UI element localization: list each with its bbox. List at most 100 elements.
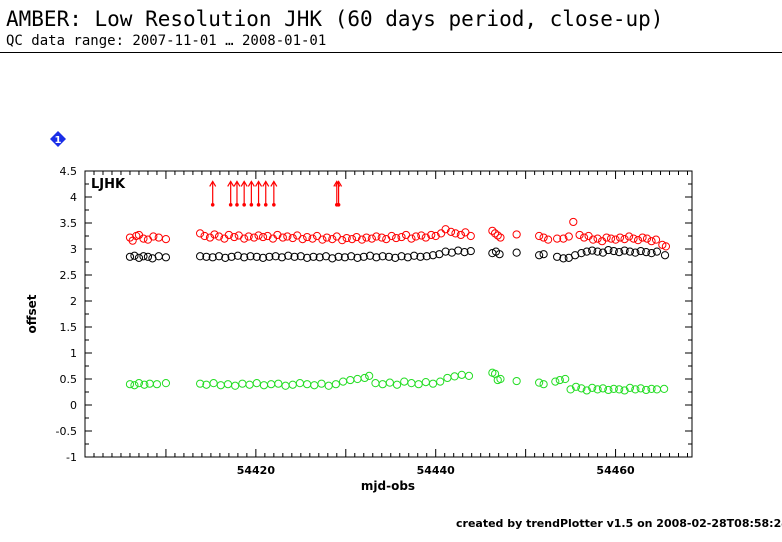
page-title: AMBER: Low Resolution JHK (60 days perio… bbox=[6, 7, 664, 31]
data-point bbox=[310, 381, 319, 390]
data-point bbox=[577, 384, 586, 393]
data-point bbox=[512, 376, 521, 386]
x-tick-label: 54460 bbox=[596, 464, 635, 477]
panel-label: LJHK bbox=[91, 177, 126, 192]
data-point bbox=[615, 248, 624, 257]
data-point bbox=[456, 230, 465, 240]
data-point bbox=[288, 380, 297, 389]
data-point bbox=[328, 254, 337, 263]
data-point bbox=[392, 380, 402, 389]
data-point bbox=[401, 230, 411, 240]
data-point bbox=[624, 232, 634, 241]
data-point bbox=[598, 248, 608, 257]
data-point bbox=[296, 252, 305, 261]
data-point bbox=[496, 374, 505, 384]
data-point bbox=[334, 252, 343, 261]
data-point bbox=[353, 253, 362, 262]
data-point bbox=[278, 233, 287, 242]
data-point bbox=[464, 371, 474, 380]
data-point bbox=[240, 234, 249, 243]
out-of-range-dot bbox=[263, 203, 268, 207]
data-point bbox=[231, 381, 240, 390]
data-point bbox=[263, 231, 272, 241]
data-point bbox=[647, 237, 656, 246]
y-tick-label: 2 bbox=[70, 295, 77, 308]
data-point bbox=[493, 231, 502, 240]
data-point bbox=[365, 251, 375, 260]
data-point bbox=[636, 384, 645, 393]
diamond-icon[interactable]: 1 bbox=[50, 131, 66, 147]
y-tick-label: 4 bbox=[70, 191, 77, 204]
data-point bbox=[535, 231, 544, 241]
data-marks bbox=[125, 180, 671, 395]
data-point bbox=[564, 232, 573, 241]
data-point bbox=[450, 372, 459, 381]
data-point bbox=[642, 248, 651, 257]
data-point bbox=[362, 233, 371, 242]
out-of-range-arrowhead bbox=[262, 180, 270, 187]
data-point bbox=[535, 251, 544, 260]
data-point bbox=[273, 230, 282, 240]
data-point bbox=[604, 245, 613, 255]
data-point bbox=[152, 380, 162, 389]
data-point bbox=[427, 230, 436, 240]
header-divider bbox=[0, 52, 782, 53]
data-point bbox=[446, 227, 456, 236]
data-point bbox=[661, 242, 671, 251]
data-point bbox=[284, 251, 293, 260]
data-point bbox=[347, 235, 357, 244]
data-point bbox=[130, 381, 139, 390]
data-point bbox=[625, 247, 635, 256]
data-point bbox=[642, 385, 651, 395]
data-point bbox=[315, 253, 324, 262]
data-point bbox=[638, 233, 647, 242]
data-point bbox=[660, 384, 669, 393]
data-point bbox=[230, 232, 239, 242]
data-point bbox=[161, 379, 171, 388]
y-tick-label: 1 bbox=[70, 347, 77, 360]
data-point bbox=[411, 232, 421, 241]
data-point bbox=[512, 230, 521, 239]
out-of-range-arrowhead bbox=[240, 180, 248, 187]
data-point bbox=[143, 252, 153, 261]
data-point bbox=[588, 246, 597, 255]
data-point bbox=[233, 251, 242, 260]
x-tick-label: 54420 bbox=[237, 464, 276, 477]
data-point bbox=[384, 252, 394, 261]
data-point bbox=[309, 252, 318, 261]
data-point bbox=[365, 371, 374, 380]
data-point bbox=[629, 234, 638, 243]
data-point bbox=[196, 229, 205, 238]
data-point bbox=[539, 250, 548, 259]
out-of-range-arrowhead bbox=[255, 180, 263, 187]
data-point bbox=[143, 235, 153, 244]
data-point bbox=[588, 383, 597, 392]
data-point bbox=[428, 379, 438, 388]
data-point bbox=[216, 381, 225, 390]
axes: -1 -0.5 0 0.5 1 1.5 2 2.5 3 3.5 4 4.5 54420 54440 5446… bbox=[56, 165, 692, 477]
data-point bbox=[214, 232, 224, 241]
data-point bbox=[457, 370, 466, 379]
data-point bbox=[214, 252, 224, 261]
y-tick-label: 1.5 bbox=[60, 321, 78, 334]
out-of-range-dot bbox=[235, 203, 239, 207]
data-point bbox=[202, 252, 211, 261]
data-point bbox=[258, 232, 268, 242]
data-point bbox=[322, 233, 332, 242]
data-point bbox=[338, 236, 347, 245]
data-point bbox=[582, 247, 591, 256]
plot-frame bbox=[84, 170, 693, 458]
out-of-range-dot bbox=[336, 203, 341, 207]
data-point bbox=[372, 253, 381, 262]
data-point bbox=[490, 229, 500, 238]
data-point bbox=[209, 379, 218, 388]
data-point bbox=[400, 377, 409, 386]
data-point bbox=[454, 246, 463, 255]
data-point bbox=[303, 380, 312, 389]
data-point bbox=[466, 246, 475, 256]
out-of-range-arrowhead bbox=[209, 180, 217, 187]
data-point bbox=[196, 252, 205, 261]
data-point bbox=[414, 380, 423, 389]
qc-data-range: QC data range: 2007-11-01 … 2008-01-01 bbox=[6, 33, 327, 49]
